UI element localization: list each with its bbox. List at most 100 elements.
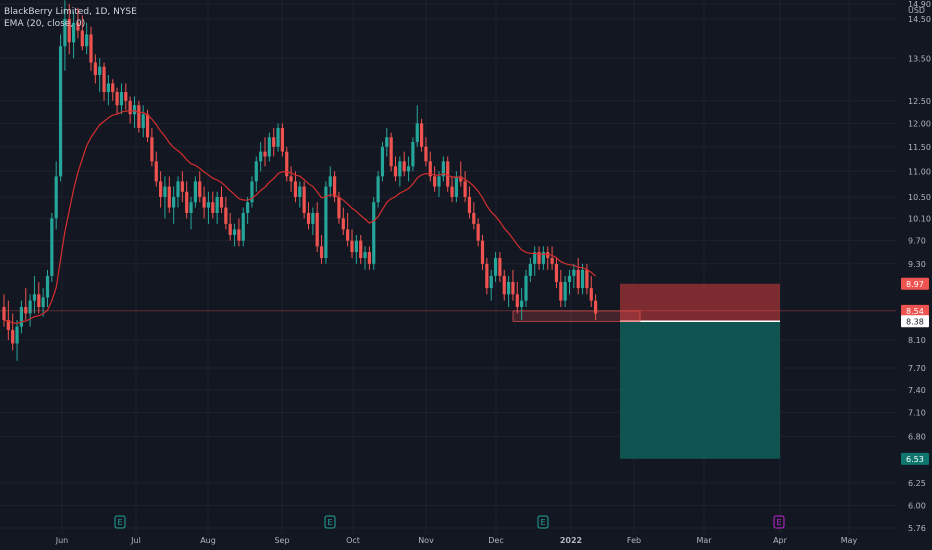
candle-body bbox=[193, 181, 197, 203]
position-tool bbox=[512, 283, 780, 459]
candle-body bbox=[98, 66, 102, 75]
candle-body bbox=[319, 246, 324, 258]
candle-body bbox=[224, 207, 228, 224]
candle-body bbox=[420, 123, 424, 147]
candle-body bbox=[28, 300, 32, 314]
candle-body bbox=[246, 202, 250, 213]
candle-body bbox=[580, 269, 585, 289]
candle-body bbox=[2, 307, 6, 320]
time-tick-label: Sep bbox=[274, 536, 289, 545]
candle-body bbox=[172, 196, 176, 208]
candle-body bbox=[367, 252, 371, 264]
candle-body bbox=[502, 275, 506, 295]
candle-body bbox=[437, 176, 441, 187]
price-tag bbox=[901, 304, 929, 317]
price-tick-label: 6.00 bbox=[908, 501, 926, 510]
candle-body bbox=[102, 66, 106, 93]
candle-body bbox=[302, 186, 306, 213]
candle-body bbox=[450, 186, 454, 197]
price-tick-label: 9.30 bbox=[908, 260, 926, 269]
time-tick-label: Apr bbox=[773, 536, 788, 545]
price-tag-label: 8.97 bbox=[906, 280, 924, 289]
ema-20-line bbox=[3, 110, 596, 325]
candle-body bbox=[372, 202, 376, 264]
price-tick-label: 10.50 bbox=[908, 193, 931, 202]
price-tick-label: 13.50 bbox=[908, 54, 931, 63]
time-tick-label: Oct bbox=[346, 536, 360, 545]
candle-body bbox=[476, 223, 480, 241]
candle-body bbox=[337, 196, 341, 219]
candle-body bbox=[211, 202, 215, 213]
price-tick-label: 6.80 bbox=[908, 432, 926, 441]
candle-body bbox=[398, 161, 402, 177]
candle-body bbox=[515, 294, 519, 308]
earnings-icon bbox=[537, 515, 549, 529]
candle-body bbox=[276, 127, 280, 147]
candle-body bbox=[311, 212, 315, 224]
candle-body bbox=[45, 275, 50, 298]
candle-body bbox=[24, 307, 28, 314]
price-tick-label: 5.76 bbox=[908, 524, 926, 533]
candle-body bbox=[163, 186, 167, 197]
candle-body bbox=[189, 202, 193, 213]
indicator-label[interactable]: EMA (20, close, 0) bbox=[4, 19, 86, 29]
price-tag-label: 6.53 bbox=[906, 455, 924, 464]
candle-body bbox=[328, 176, 332, 187]
earnings-icon bbox=[114, 515, 126, 529]
time-axis: Jun Jul Aug Sep Oct Nov Dec 2022 Feb Mar Apr May bbox=[55, 536, 858, 545]
candle-body bbox=[159, 181, 163, 197]
price-tick-label: 14.50 bbox=[908, 15, 931, 24]
candle-body bbox=[176, 181, 180, 197]
candle-body bbox=[402, 161, 406, 172]
price-tag-label: 8.38 bbox=[906, 317, 924, 326]
candle-body bbox=[263, 151, 267, 157]
price-tick-label: 12.50 bbox=[908, 97, 931, 106]
candle-body bbox=[167, 186, 171, 208]
candle-body bbox=[341, 218, 345, 230]
candle-body bbox=[480, 240, 485, 264]
candle-body bbox=[507, 281, 511, 295]
candle-body bbox=[393, 166, 398, 177]
candle-body bbox=[67, 19, 71, 43]
candle-body bbox=[306, 212, 311, 224]
candle-body bbox=[550, 257, 554, 264]
candle-body bbox=[333, 176, 337, 197]
price-tag bbox=[901, 315, 929, 328]
time-tick-label: 2022 bbox=[560, 536, 582, 545]
candle-body bbox=[567, 275, 572, 282]
candle-body bbox=[389, 137, 393, 167]
candle-body bbox=[528, 263, 532, 276]
candle-body bbox=[354, 240, 358, 253]
candle-body bbox=[524, 275, 528, 301]
candle-body bbox=[219, 196, 224, 208]
time-tick-label: Feb bbox=[627, 536, 641, 545]
symbol-title[interactable]: BlackBerry Limited, 1D, NYSE bbox=[4, 7, 137, 17]
candle-body bbox=[415, 123, 419, 143]
candle-body bbox=[424, 146, 428, 162]
candle-body bbox=[180, 181, 184, 192]
earnings-icon-letter: E bbox=[117, 518, 122, 527]
candle-body bbox=[454, 176, 458, 197]
take-profit-zone bbox=[620, 321, 780, 459]
time-tick-label: Mar bbox=[696, 536, 712, 545]
candle-body bbox=[259, 151, 263, 162]
candle-body bbox=[315, 212, 319, 247]
candle-body bbox=[58, 46, 63, 177]
candle-body bbox=[54, 176, 58, 219]
price-tick-label: 7.70 bbox=[908, 364, 926, 373]
time-tick-label: Dec bbox=[488, 536, 503, 545]
candle-body bbox=[11, 329, 15, 344]
candle-body bbox=[498, 257, 502, 276]
price-tag bbox=[901, 277, 929, 290]
candle-body bbox=[115, 92, 119, 106]
candle-body bbox=[254, 161, 258, 182]
candle-body bbox=[576, 269, 580, 289]
candle-body bbox=[80, 30, 84, 47]
candle-body bbox=[111, 83, 115, 93]
candle-body bbox=[185, 191, 189, 213]
candle-body bbox=[385, 137, 389, 147]
candle-body bbox=[493, 257, 498, 276]
earnings-icon-letter: E bbox=[327, 518, 332, 527]
